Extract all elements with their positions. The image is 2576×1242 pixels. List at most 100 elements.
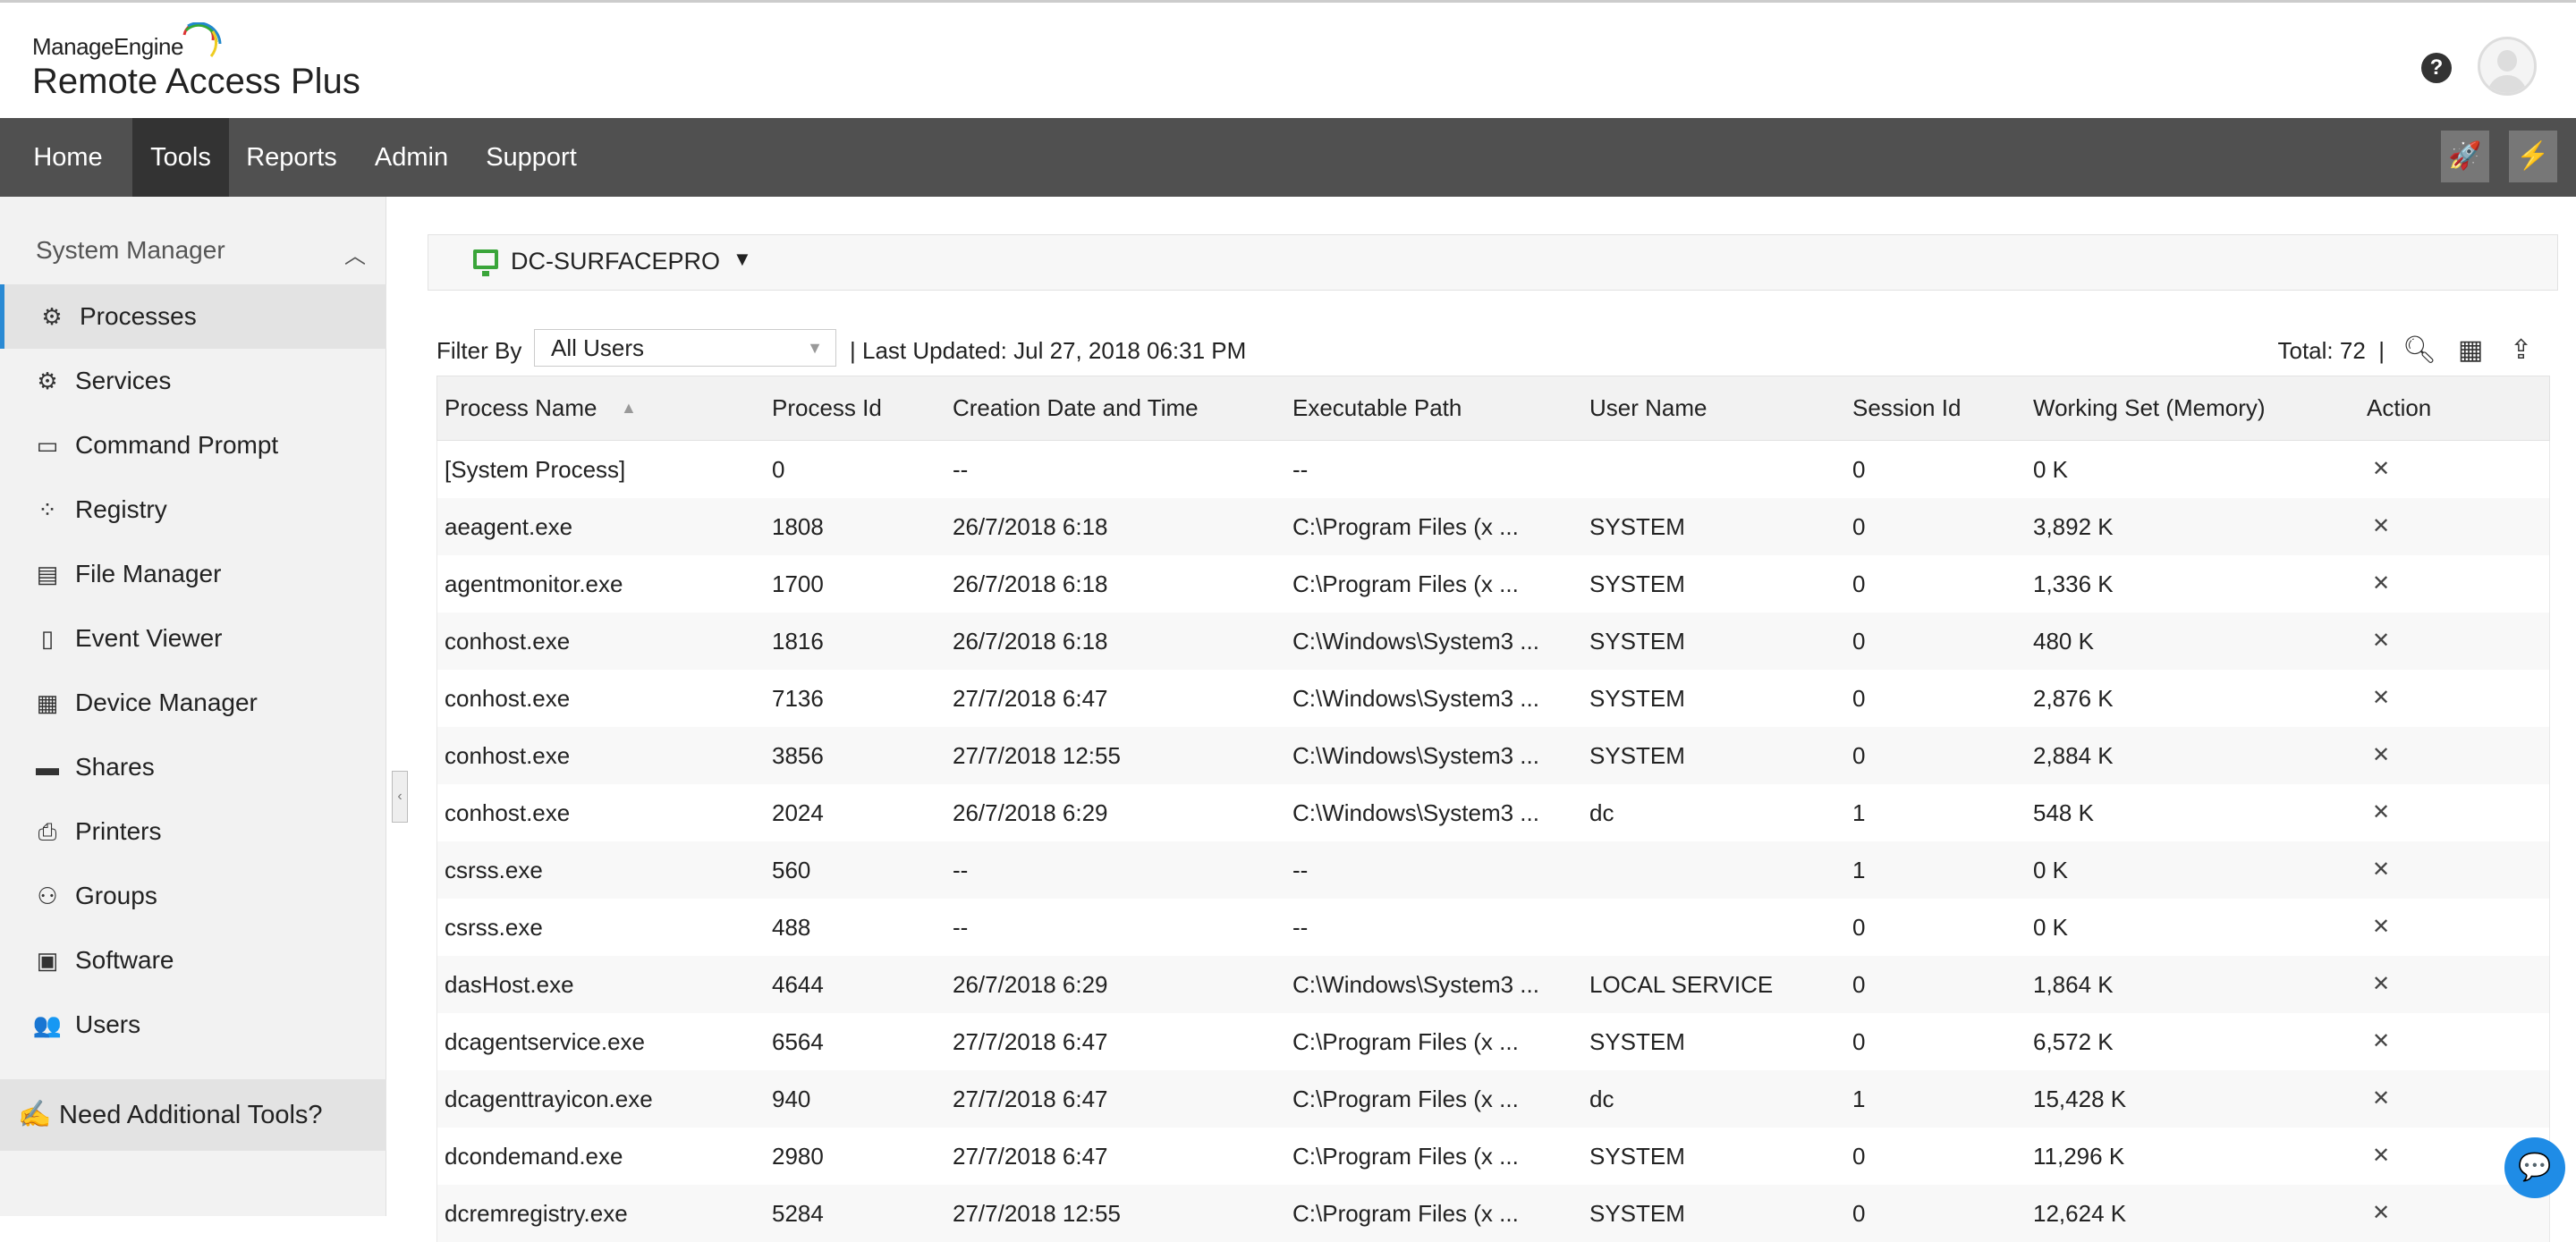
cell: C:\Windows\System3 ...	[1292, 971, 1539, 998]
cell: 0 K	[2033, 857, 2069, 883]
cell: 6,572 K	[2033, 1028, 2114, 1055]
column-header[interactable]: Session Id	[1852, 394, 1962, 421]
rocket-icon[interactable]: 🚀	[2441, 131, 2489, 182]
cell: dasHost.exe	[445, 971, 574, 998]
close-icon[interactable]: ✕	[2372, 915, 2391, 939]
user-avatar-icon[interactable]	[2478, 37, 2537, 96]
close-icon[interactable]: ✕	[2372, 858, 2391, 882]
chevron-up-icon[interactable]: ︿	[344, 244, 366, 268]
column-header[interactable]: Process Name	[445, 394, 597, 421]
cell: 26/7/2018 6:18	[953, 513, 1108, 540]
cell: --	[953, 857, 969, 883]
nav-home[interactable]: Home	[33, 143, 103, 172]
cell: SYSTEM	[1589, 513, 1685, 540]
close-icon[interactable]: ✕	[2372, 457, 2391, 481]
sidebar-item-shares[interactable]: ▬ Shares	[0, 735, 386, 799]
cell: 488	[772, 914, 811, 941]
cell: 27/7/2018 12:55	[953, 1200, 1121, 1227]
last-updated: | Last Updated: Jul 27, 2018 06:31 PM	[850, 337, 1247, 364]
column-header[interactable]: Process Id	[772, 394, 882, 421]
table-row: aeagent.exe 1808 26/7/2018 6:18 C:\Program …	[436, 498, 2550, 555]
cell: [System Process]	[445, 456, 626, 483]
cell: 0	[1852, 1200, 1866, 1227]
column-header[interactable]: User Name	[1589, 394, 1707, 421]
sort-asc-icon[interactable]: ▲	[621, 399, 637, 417]
cell: 3856	[772, 742, 824, 769]
close-icon[interactable]: ✕	[2372, 1029, 2391, 1053]
nav-reports[interactable]: Reports	[246, 143, 337, 172]
nav-support[interactable]: Support	[486, 143, 577, 172]
cell: 2980	[772, 1143, 824, 1170]
close-icon[interactable]: ✕	[2372, 686, 2391, 710]
cell: C:\Program Files (x ...	[1292, 1086, 1519, 1112]
cell: 27/7/2018 12:55	[953, 742, 1121, 769]
cell: 5284	[772, 1200, 824, 1227]
cell: 2,884 K	[2033, 742, 2114, 769]
cell: SYSTEM	[1589, 742, 1685, 769]
sidebar-collapse-handle[interactable]: ‹	[392, 771, 408, 823]
registry-icon: ⁘	[38, 496, 57, 523]
device-name: DC-SURFACEPRO	[511, 248, 721, 275]
export-icon[interactable]: ⇪	[2510, 335, 2533, 365]
column-header[interactable]: Creation Date and Time	[953, 394, 1199, 421]
sidebar-item-software[interactable]: ▣ Software	[0, 928, 386, 993]
monitor-icon	[473, 249, 498, 276]
cell: 0	[1852, 628, 1866, 655]
cell: 11,296 K	[2033, 1143, 2125, 1170]
close-icon[interactable]: ✕	[2372, 972, 2391, 996]
caret-down-icon: ▼	[733, 248, 752, 270]
cell: csrss.exe	[445, 914, 543, 941]
sidebar-item-file-manager[interactable]: ▤ File Manager	[0, 542, 386, 606]
table-header: Process Name ▲ Process Id Creation Date and…	[436, 376, 2550, 441]
cell: dc	[1589, 799, 1614, 826]
close-icon[interactable]: ✕	[2372, 800, 2391, 824]
table-row: dcondemand.exe 2980 27/7/2018 6:47 C:\Progr…	[436, 1128, 2550, 1185]
cell: SYSTEM	[1589, 685, 1685, 712]
cell: SYSTEM	[1589, 1143, 1685, 1170]
sidebar-item-event-viewer[interactable]: ▯ Event Viewer	[0, 606, 386, 671]
user-filter-select[interactable]: All Users ▼	[534, 329, 836, 367]
sidebar-item-users[interactable]: 👥 Users	[0, 993, 386, 1057]
cell: SYSTEM	[1589, 1028, 1685, 1055]
lightning-icon[interactable]: ⚡	[2509, 131, 2557, 182]
chat-icon[interactable]: 💬	[2504, 1137, 2565, 1198]
close-icon[interactable]: ✕	[2372, 743, 2391, 767]
cell: C:\Program Files (x ...	[1292, 513, 1519, 540]
close-icon[interactable]: ✕	[2372, 1201, 2391, 1225]
column-header[interactable]: Executable Path	[1292, 394, 1462, 421]
cell: aeagent.exe	[445, 513, 573, 540]
column-header[interactable]: Working Set (Memory)	[2033, 394, 2266, 421]
cell: C:\Windows\System3 ...	[1292, 628, 1539, 655]
close-icon[interactable]: ✕	[2372, 571, 2391, 596]
cell: conhost.exe	[445, 799, 571, 826]
sidebar-item-processes[interactable]: ⚙ Processes	[0, 284, 386, 349]
cell: 0	[772, 456, 785, 483]
cell: --	[1292, 456, 1309, 483]
cell: C:\Windows\System3 ...	[1292, 799, 1539, 826]
product-name: Remote Access Plus	[32, 62, 360, 101]
sidebar-item-printers[interactable]: ⎙ Printers	[0, 799, 386, 864]
sidebar-item-groups[interactable]: ⚇ Groups	[0, 864, 386, 928]
groups-icon: ⚇	[37, 883, 58, 909]
sidebar-item-command-prompt[interactable]: ▭ Command Prompt	[0, 413, 386, 477]
cell: 0	[1852, 513, 1866, 540]
close-icon[interactable]: ✕	[2372, 629, 2391, 653]
close-icon[interactable]: ✕	[2372, 514, 2391, 538]
cell: 6564	[772, 1028, 824, 1055]
columns-icon[interactable]: ▦	[2458, 335, 2484, 365]
sidebar-item-services[interactable]: ⚙ Services	[0, 349, 386, 413]
cell: 2,876 K	[2033, 685, 2114, 712]
nav-admin[interactable]: Admin	[374, 143, 449, 172]
process-table: Process Name ▲ Process Id Creation Date and…	[436, 376, 2550, 1242]
sidebar-item-device-manager[interactable]: ▦ Device Manager	[0, 671, 386, 735]
sidebar-item-registry[interactable]: ⁘ Registry	[0, 477, 386, 542]
search-icon[interactable]: 🔍︎	[2402, 335, 2437, 365]
device-selector[interactable]: DC-SURFACEPRO ▼	[428, 234, 2558, 291]
help-icon[interactable]: ?	[2421, 53, 2452, 83]
close-icon[interactable]: ✕	[2372, 1144, 2391, 1168]
close-icon[interactable]: ✕	[2372, 1086, 2391, 1111]
nav-tools[interactable]: Tools	[132, 118, 229, 197]
need-additional-tools[interactable]: ✍ Need Additional Tools?	[0, 1079, 386, 1151]
column-header[interactable]: Action	[2367, 394, 2432, 421]
table-row: agentmonitor.exe 1700 26/7/2018 6:18 C:\Pro…	[436, 555, 2550, 613]
